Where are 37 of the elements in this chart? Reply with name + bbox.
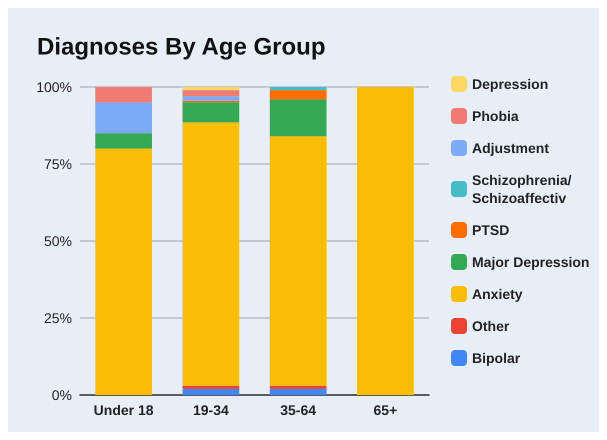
bar — [95, 102, 152, 134]
bar — [95, 133, 152, 149]
x-tick-label: 19-34 — [192, 402, 229, 418]
y-tick-label: 25% — [44, 310, 72, 326]
bar — [270, 90, 326, 100]
y-tick-label: 50% — [44, 233, 72, 249]
y-tick-label: 75% — [44, 156, 72, 172]
x-tick-label: 65+ — [374, 402, 398, 418]
bar — [182, 388, 240, 395]
bar — [182, 386, 240, 389]
bar — [270, 386, 326, 389]
legend-label: Adjustment — [472, 140, 550, 156]
bar — [270, 99, 326, 136]
bar — [182, 96, 240, 101]
bar — [182, 90, 240, 96]
bar — [270, 388, 326, 395]
legend-label: Other — [472, 318, 510, 334]
legend-label: Schizophrenia/Schizoaffectiv — [472, 172, 572, 206]
legend-label: Depression — [472, 76, 548, 92]
y-tick-label: 0% — [52, 387, 72, 403]
bar — [270, 136, 326, 386]
bar — [182, 87, 240, 90]
bar — [95, 87, 152, 102]
legend-label: Major Depression — [472, 254, 590, 270]
legend-label: Anxiety — [472, 286, 523, 302]
legend-label: PTSD — [472, 222, 510, 238]
legend-label: Phobia — [472, 108, 519, 124]
x-tick-label: Under 18 — [94, 402, 154, 418]
bar — [357, 87, 414, 395]
bar — [270, 87, 326, 90]
bar — [182, 102, 240, 122]
chart-title: Diagnoses By Age Group — [37, 34, 326, 60]
y-tick-label: 100% — [36, 79, 72, 95]
bar — [95, 148, 152, 395]
legend-label: Bipolar — [472, 350, 521, 366]
bar — [182, 122, 240, 386]
x-tick-label: 35-64 — [280, 402, 316, 418]
